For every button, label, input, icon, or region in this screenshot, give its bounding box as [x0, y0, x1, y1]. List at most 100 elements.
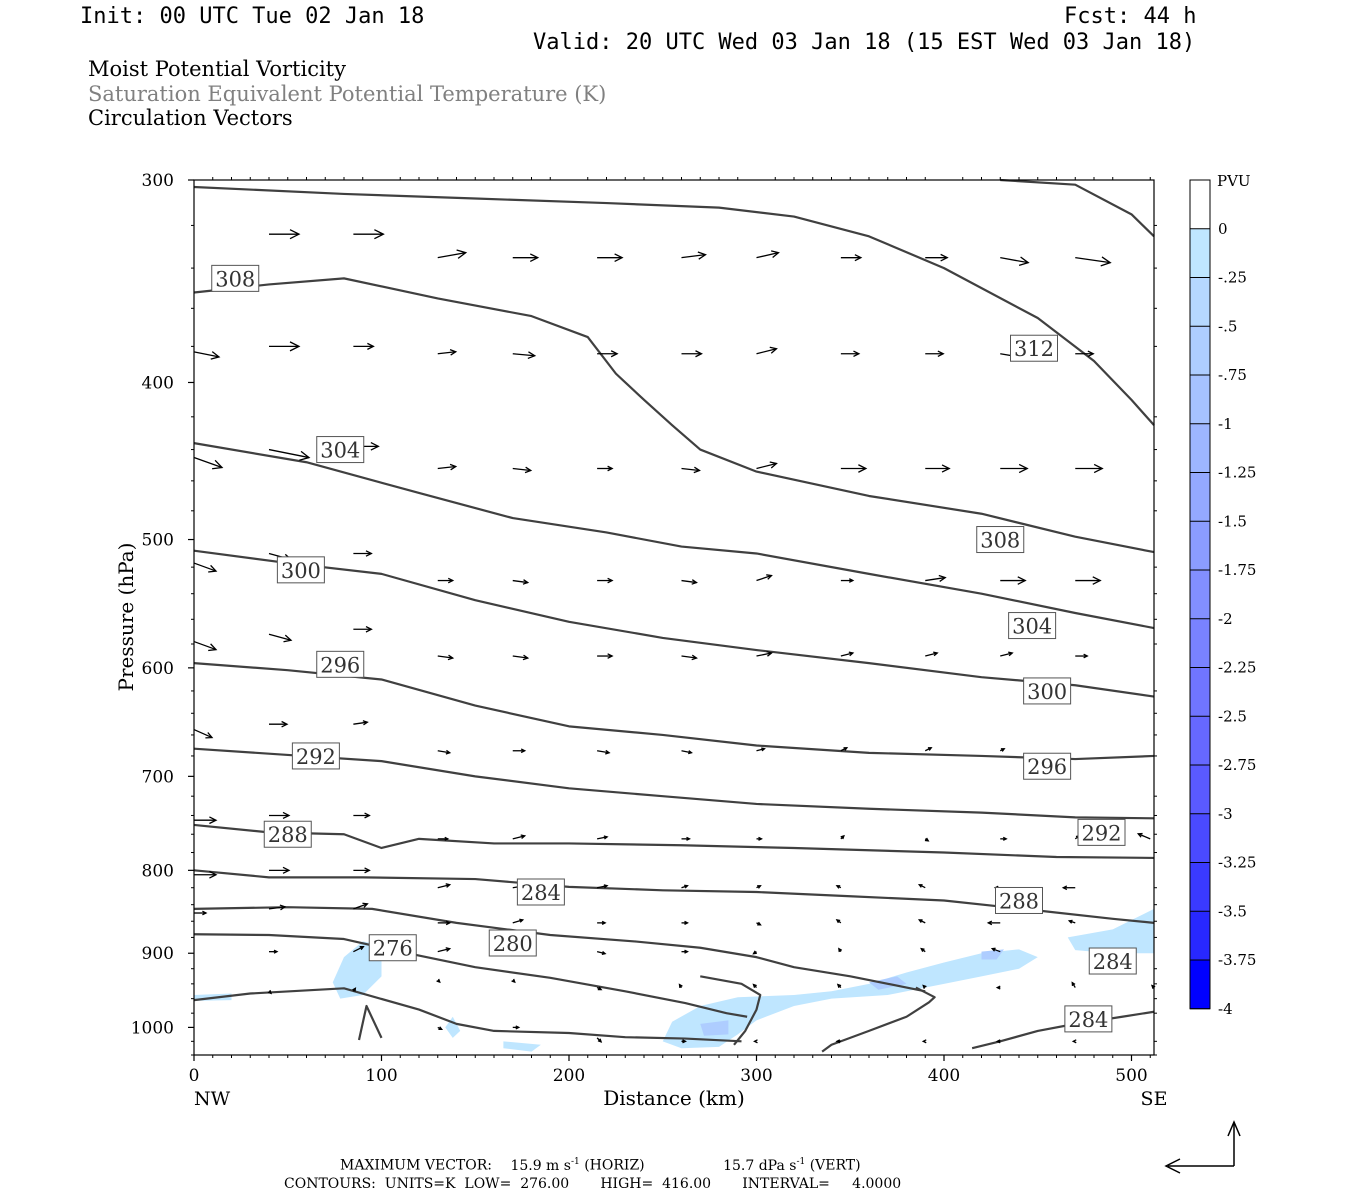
vector-arrow — [437, 349, 458, 356]
vector-arrow — [194, 910, 208, 916]
vector-head — [367, 342, 375, 350]
vector-head — [688, 750, 693, 755]
vector-head — [610, 350, 619, 358]
contour-label-0-box — [976, 526, 1025, 554]
vector-arrow — [925, 574, 947, 582]
vector-head — [436, 978, 441, 984]
vector-arrow — [753, 1039, 758, 1044]
vector-head — [769, 346, 778, 354]
vector-shaft — [1000, 257, 1029, 264]
vector-head — [282, 866, 291, 874]
vector-head — [364, 867, 371, 874]
colorbar-label: -3.75 — [1218, 951, 1256, 969]
contour-label-6-box — [1064, 1005, 1113, 1033]
colorbar-swatch — [1190, 423, 1210, 473]
contour-label-4-text: 292 — [1081, 821, 1121, 845]
y-tick-label: 600 — [142, 659, 174, 679]
axes: 300 400 500 600 700 800 900 1000 0 100 200 300 400 50… — [131, 171, 1157, 1086]
vector-arrow — [193, 351, 221, 360]
isentrope-5 — [193, 747, 1155, 820]
vector-arrow — [193, 456, 224, 470]
vector-arrow — [925, 464, 951, 473]
vector-arrow — [269, 341, 301, 352]
vector-head — [445, 947, 452, 952]
contour-label-1-text: 304 — [1012, 615, 1052, 639]
title-line-1: Moist Potential Vorticity — [88, 57, 346, 81]
vector-head — [761, 747, 766, 752]
contour-label-5-box — [1088, 947, 1137, 975]
x-axis-label: Distance (km) — [603, 1086, 745, 1110]
isentrope-label-5: 292 — [291, 742, 340, 770]
colorbar-swatch — [1190, 765, 1210, 814]
vector-head — [691, 579, 698, 585]
vector-head — [273, 949, 279, 954]
isentrope-label-10-text: 312 — [1014, 337, 1054, 361]
vector-arrow — [268, 633, 293, 643]
vector-head — [520, 834, 527, 840]
vector-arrow — [193, 640, 218, 652]
init-time: Init: 00 UTC Tue 02 Jan 18 — [80, 4, 425, 29]
vector-arrow — [597, 577, 614, 584]
vector-arrow — [756, 461, 778, 470]
vector-arrow — [269, 949, 279, 954]
vert-unit: (VERT) — [809, 1157, 861, 1174]
vector-head — [693, 466, 701, 474]
contour-label-3-text: 296 — [1027, 755, 1067, 779]
vector-arrow — [752, 983, 757, 989]
vector-shaft — [512, 579, 528, 584]
vector-arrow — [921, 1039, 927, 1044]
vector-shaft — [1075, 257, 1111, 264]
vector-shaft — [512, 919, 523, 924]
colorbar-label: -1.25 — [1218, 464, 1256, 482]
vector-arrow — [194, 816, 218, 825]
contour-label-1: 304 — [1008, 612, 1057, 640]
isentrope-label-6-box — [316, 650, 365, 678]
vector-arrow — [269, 866, 291, 874]
vector-arrow — [353, 229, 385, 240]
vector-arrow — [597, 465, 614, 472]
vector-arrow — [681, 949, 689, 954]
vector-shaft — [437, 465, 456, 470]
vector-arrow — [681, 466, 701, 474]
vector-head — [601, 920, 607, 925]
vector-arrow — [193, 562, 218, 573]
colorbar-swatch — [1190, 521, 1210, 570]
x-tick-label: 400 — [928, 1066, 960, 1086]
y-tick-label: 700 — [142, 767, 174, 787]
y-tick-label: 300 — [142, 171, 174, 191]
vector-arrow — [995, 1039, 1001, 1044]
vector-shaft — [353, 903, 368, 910]
isentrope-label-6: 296 — [316, 650, 365, 678]
plot-frame — [193, 179, 1155, 1056]
vector-arrow — [353, 902, 369, 910]
vector-head — [362, 902, 369, 908]
vector-shaft — [925, 576, 946, 582]
x-tick-label: 100 — [365, 1066, 397, 1086]
vector-arrow — [925, 253, 949, 262]
vector-shaft — [437, 948, 450, 953]
vector-arrow — [756, 250, 780, 259]
isentrope-label-5-text: 292 — [296, 745, 336, 769]
vector-head — [933, 651, 939, 657]
vector-head — [1071, 981, 1076, 986]
vector-head — [370, 442, 380, 451]
vector-head — [279, 904, 287, 911]
vector-head — [529, 253, 540, 262]
vector-head — [941, 464, 951, 473]
vector-head — [697, 251, 707, 260]
vector-arrow — [756, 921, 762, 926]
vector-head — [515, 1025, 521, 1030]
vector-head — [986, 920, 993, 926]
vector-head — [927, 747, 933, 751]
vector-arrow — [1075, 576, 1102, 585]
vector-arrow — [681, 654, 698, 661]
vector-head — [752, 950, 757, 955]
vector-shaft — [756, 348, 777, 355]
vector-head — [374, 229, 385, 240]
isentrope-label-7-text: 300 — [281, 559, 321, 583]
colorbar-swatch — [1190, 618, 1210, 668]
vector-arrow — [353, 946, 365, 953]
colorbar-label: -2.25 — [1218, 659, 1256, 677]
isentrope-label-0: 276 — [368, 934, 417, 962]
colorbar-swatch — [1190, 228, 1210, 278]
